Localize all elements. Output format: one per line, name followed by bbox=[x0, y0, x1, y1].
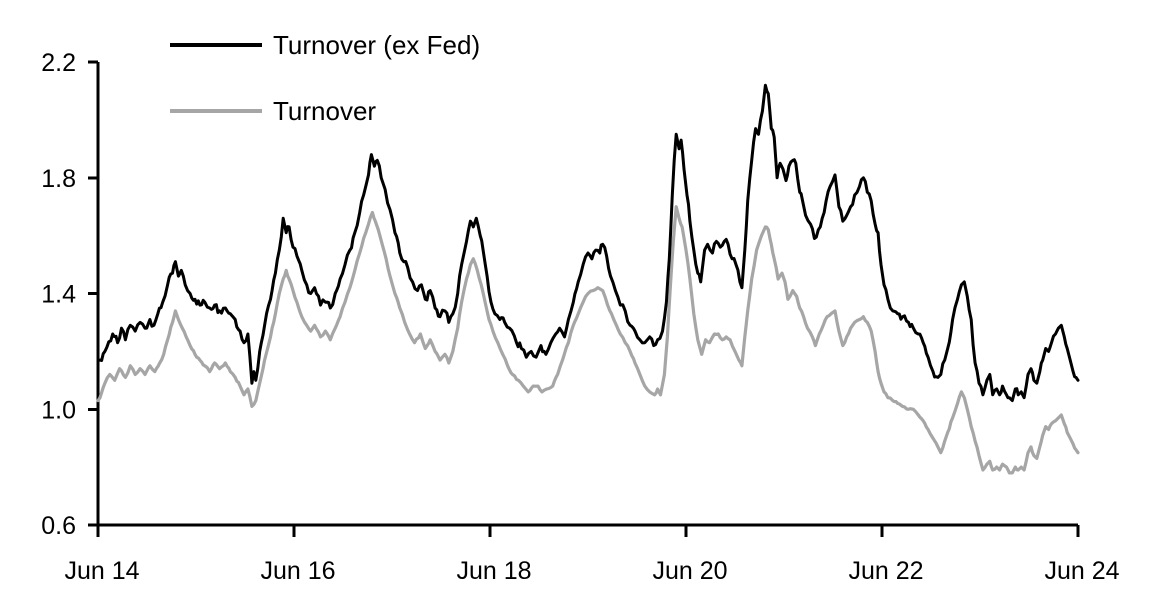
y-tick-label: 1.8 bbox=[41, 165, 76, 193]
x-tick-label: Jun 16 bbox=[260, 557, 335, 585]
series-line-turnover-ex-fed bbox=[96, 83, 1080, 403]
x-tick-label: Jun 20 bbox=[652, 557, 727, 585]
legend-item-turnover: Turnover bbox=[170, 96, 480, 126]
x-tick-label: Jun 24 bbox=[1044, 557, 1119, 585]
y-tick-label: 1.0 bbox=[41, 396, 76, 424]
legend-label: Turnover (ex Fed) bbox=[273, 30, 481, 60]
x-tick-label: Jun 18 bbox=[456, 557, 531, 585]
legend-item-turnover-ex-fed: Turnover (ex Fed) bbox=[170, 30, 480, 60]
x-tick-label: Jun 14 bbox=[64, 557, 139, 585]
y-tick-label: 2.2 bbox=[41, 49, 76, 77]
y-tick-label: 0.6 bbox=[41, 512, 76, 540]
y-tick-label: 1.4 bbox=[41, 281, 76, 309]
legend-label: Turnover bbox=[273, 96, 377, 126]
x-tick-label: Jun 22 bbox=[848, 557, 923, 585]
legend-line-sample-gray bbox=[170, 109, 262, 113]
legend: Turnover (ex Fed) Turnover bbox=[170, 30, 480, 162]
series-line-turnover bbox=[96, 205, 1080, 475]
legend-line-sample-black bbox=[170, 43, 262, 47]
